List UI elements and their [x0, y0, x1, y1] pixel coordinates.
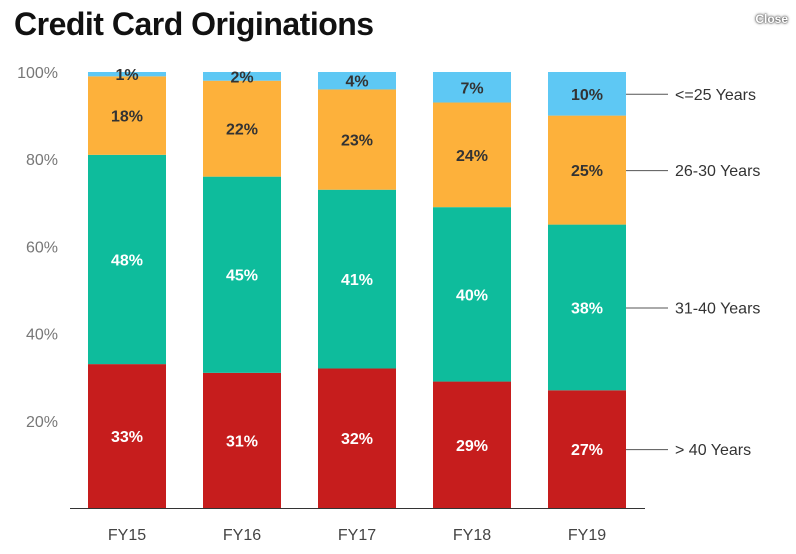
y-axis: 20% 40% 60% 80% 100%: [17, 65, 58, 431]
bar-segment: [433, 381, 511, 508]
chart-title: Credit Card Originations: [14, 6, 374, 42]
bar-segment: [88, 154, 166, 365]
x-axis: FY15 FY16 FY17 FY18 FY19: [70, 508, 645, 544]
bar-segment: [433, 72, 511, 103]
y-tick-label: 20%: [26, 414, 58, 431]
data-label: 10%: [571, 87, 603, 104]
x-tick-label: FY16: [223, 527, 261, 544]
bar-segment: [548, 72, 626, 116]
bar-segment: [203, 80, 281, 177]
bar-segment: [88, 72, 166, 77]
data-label: 24%: [456, 148, 488, 165]
data-label: 7%: [460, 80, 483, 97]
data-label: 22%: [226, 122, 258, 139]
legend-label: 31-40 Years: [675, 300, 760, 317]
legend-label: <=25 Years: [675, 87, 756, 104]
data-label: 27%: [571, 442, 603, 459]
y-tick-label: 40%: [26, 327, 58, 344]
y-tick-label: 60%: [26, 239, 58, 256]
data-label: 1%: [115, 67, 138, 84]
bar-segment: [318, 189, 396, 369]
data-label: 23%: [341, 133, 373, 150]
bar-segment: [88, 76, 166, 155]
data-label: 32%: [341, 431, 373, 448]
y-tick-label: 80%: [26, 152, 58, 169]
legend-label: > 40 Years: [675, 442, 751, 459]
close-button[interactable]: Close: [755, 12, 788, 26]
bar-segment: [548, 390, 626, 508]
x-tick-label: FY17: [338, 527, 376, 544]
data-label: 18%: [111, 109, 143, 126]
y-tick-label: 100%: [17, 65, 58, 82]
bar-segment: [318, 72, 396, 90]
x-tick-label: FY19: [568, 527, 606, 544]
legend: > 40 Years 31-40 Years 26-30 Years <=25 Yea…: [626, 87, 760, 459]
bar-segment: [548, 224, 626, 391]
bar-segment: [203, 72, 281, 81]
data-label: 48%: [111, 252, 143, 269]
bar-segment: [203, 372, 281, 508]
data-label: 25%: [571, 163, 603, 180]
data-label: 33%: [111, 429, 143, 446]
data-label: 38%: [571, 300, 603, 317]
data-label: 41%: [341, 272, 373, 289]
data-label: 31%: [226, 433, 258, 450]
bar-segment: [203, 176, 281, 373]
bar-segment: [433, 207, 511, 382]
data-label: 29%: [456, 438, 488, 455]
bar-segment: [88, 364, 166, 508]
bars: 33% 48% 18% 1% 31% 45% 22% 2% 32% 41% 23% 4% 29% 40% 2…: [88, 67, 626, 508]
x-tick-label: FY15: [108, 527, 146, 544]
x-tick-label: FY18: [453, 527, 491, 544]
bar-segment: [548, 115, 626, 225]
data-label: 40%: [456, 287, 488, 304]
bar-segment: [318, 368, 396, 508]
legend-label: 26-30 Years: [675, 163, 760, 180]
bar-segment: [318, 89, 396, 190]
data-label: 45%: [226, 268, 258, 285]
data-label: 4%: [345, 74, 368, 91]
data-label: 2%: [230, 69, 253, 86]
bar-segment: [433, 102, 511, 208]
